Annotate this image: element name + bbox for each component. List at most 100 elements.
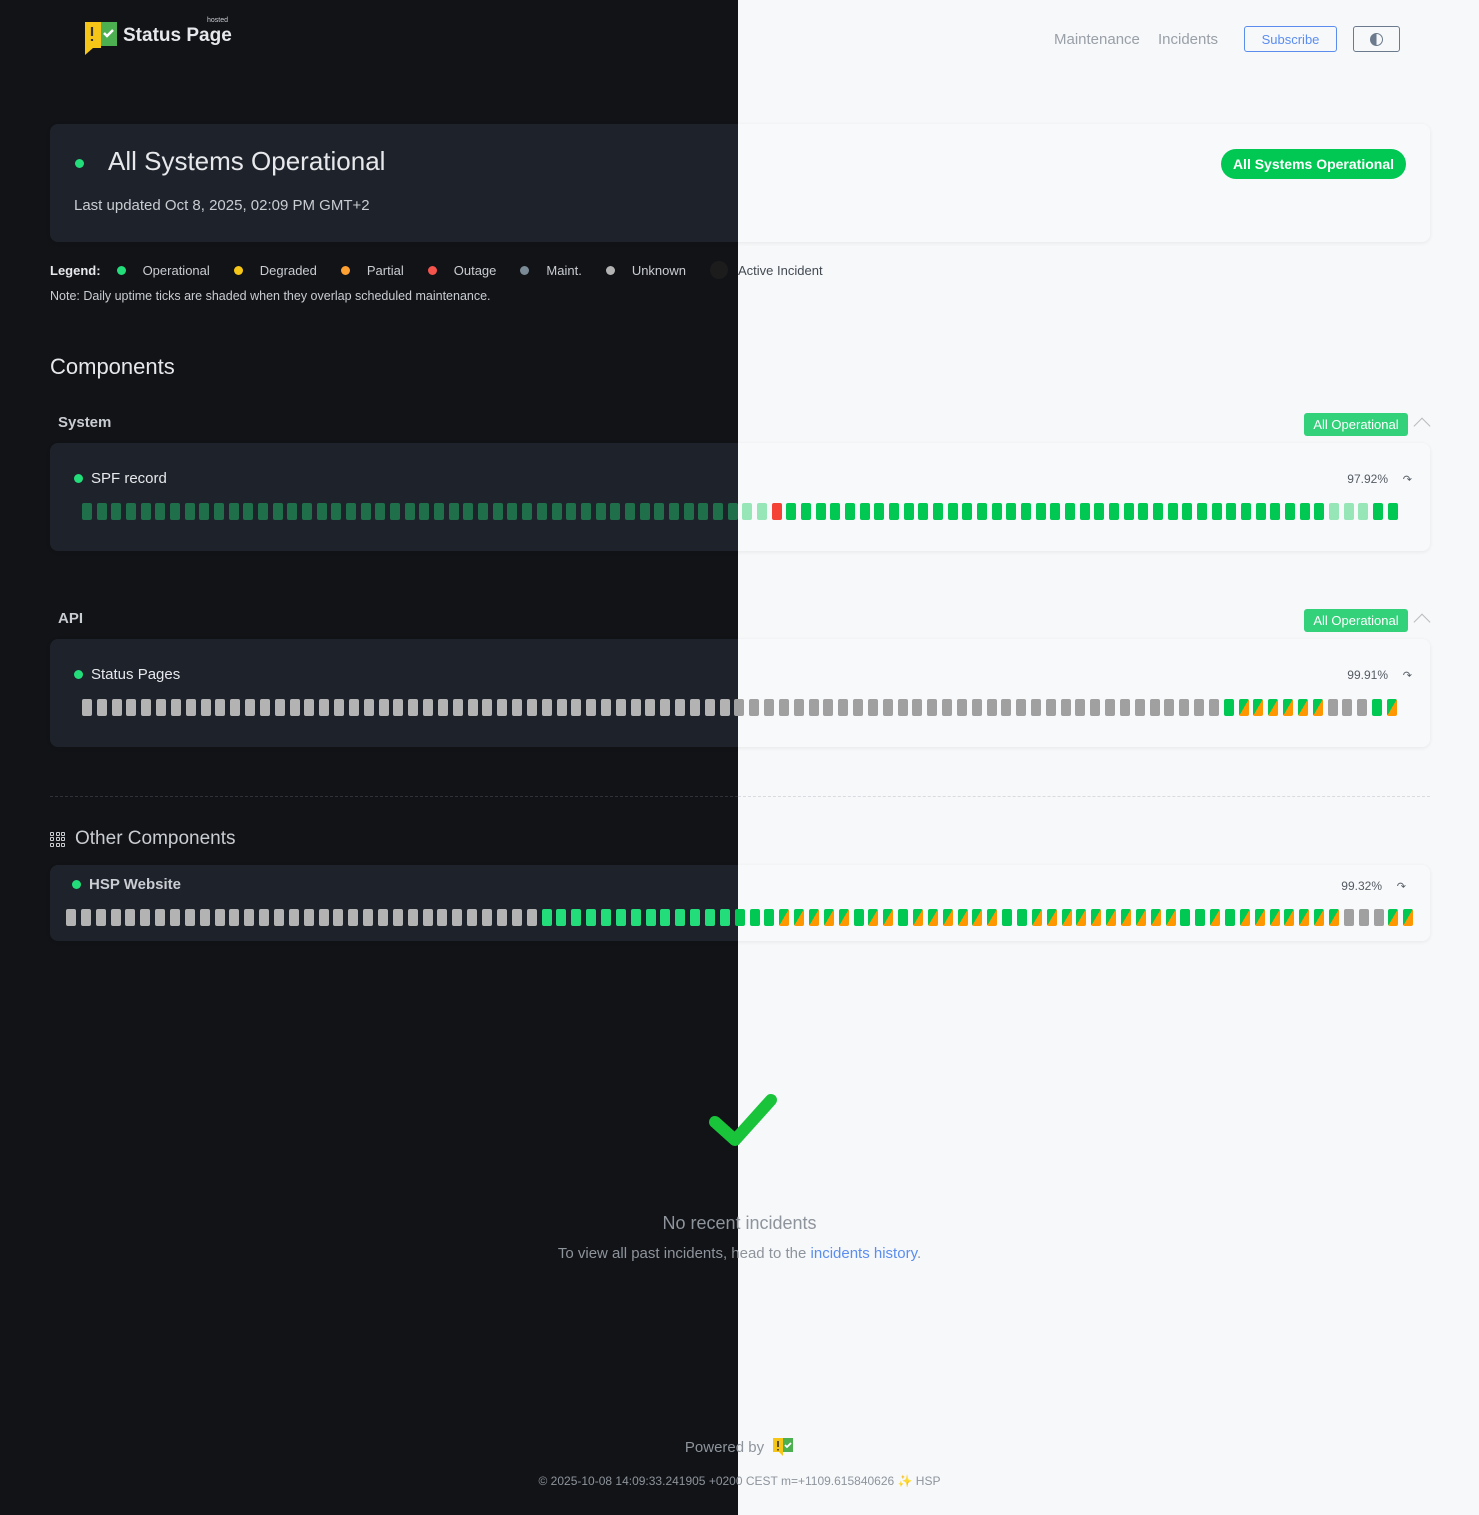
uptime-tick[interactable] bbox=[1121, 909, 1132, 926]
uptime-tick[interactable] bbox=[1225, 909, 1236, 926]
uptime-tick[interactable] bbox=[947, 503, 958, 520]
uptime-tick[interactable] bbox=[749, 699, 760, 716]
uptime-tick[interactable] bbox=[874, 503, 885, 520]
uptime-tick[interactable] bbox=[675, 909, 686, 926]
uptime-tick[interactable] bbox=[1372, 699, 1383, 716]
uptime-tick[interactable] bbox=[512, 699, 523, 716]
uptime-tick[interactable] bbox=[927, 909, 938, 926]
theme-toggle-button[interactable] bbox=[1353, 26, 1400, 52]
uptime-tick[interactable] bbox=[1373, 503, 1384, 520]
uptime-tick[interactable] bbox=[1241, 503, 1252, 520]
uptime-tick[interactable] bbox=[360, 503, 371, 520]
uptime-tick[interactable] bbox=[274, 909, 285, 926]
refresh-icon[interactable]: ↷ bbox=[1402, 474, 1412, 486]
uptime-tick[interactable] bbox=[303, 909, 314, 926]
uptime-tick[interactable] bbox=[482, 699, 493, 716]
uptime-tick[interactable] bbox=[942, 699, 953, 716]
uptime-tick[interactable] bbox=[566, 503, 577, 520]
uptime-tick[interactable] bbox=[1285, 503, 1296, 520]
uptime-tick[interactable] bbox=[507, 503, 518, 520]
uptime-tick[interactable] bbox=[1021, 503, 1031, 520]
uptime-tick[interactable] bbox=[764, 699, 775, 716]
uptime-tick[interactable] bbox=[316, 503, 327, 520]
uptime-tick[interactable] bbox=[1050, 503, 1061, 520]
uptime-tick[interactable] bbox=[1297, 699, 1308, 716]
uptime-tick[interactable] bbox=[1343, 503, 1354, 520]
uptime-tick[interactable] bbox=[551, 503, 562, 520]
uptime-tick[interactable] bbox=[779, 909, 790, 926]
uptime-tick[interactable] bbox=[526, 699, 537, 716]
uptime-tick[interactable] bbox=[942, 909, 953, 926]
uptime-tick[interactable] bbox=[272, 503, 283, 520]
uptime-tick[interactable] bbox=[610, 503, 621, 520]
uptime-tick[interactable] bbox=[1327, 699, 1338, 716]
uptime-tick[interactable] bbox=[245, 699, 256, 716]
uptime-tick[interactable] bbox=[734, 699, 745, 716]
uptime-tick[interactable] bbox=[719, 909, 730, 926]
uptime-tick[interactable] bbox=[972, 909, 983, 926]
uptime-tick[interactable] bbox=[1031, 909, 1042, 926]
uptime-tick[interactable] bbox=[437, 699, 448, 716]
uptime-tick[interactable] bbox=[378, 909, 389, 926]
uptime-tick[interactable] bbox=[348, 699, 359, 716]
uptime-tick[interactable] bbox=[823, 909, 834, 926]
uptime-tick[interactable] bbox=[1065, 503, 1076, 520]
uptime-tick[interactable] bbox=[522, 503, 533, 520]
uptime-tick[interactable] bbox=[712, 503, 723, 520]
uptime-tick[interactable] bbox=[214, 909, 225, 926]
uptime-tick[interactable] bbox=[511, 909, 522, 926]
uptime-tick[interactable] bbox=[1119, 699, 1130, 716]
uptime-tick[interactable] bbox=[348, 909, 359, 926]
uptime-tick[interactable] bbox=[897, 699, 908, 716]
uptime-tick[interactable] bbox=[808, 909, 819, 926]
uptime-tick[interactable] bbox=[492, 503, 503, 520]
uptime-tick[interactable] bbox=[932, 503, 943, 520]
uptime-tick[interactable] bbox=[111, 699, 122, 716]
uptime-tick[interactable] bbox=[96, 503, 107, 520]
uptime-tick[interactable] bbox=[1223, 699, 1234, 716]
uptime-tick[interactable] bbox=[815, 503, 826, 520]
uptime-tick[interactable] bbox=[654, 503, 665, 520]
uptime-tick[interactable] bbox=[853, 909, 864, 926]
uptime-tick[interactable] bbox=[1226, 503, 1237, 520]
uptime-tick[interactable] bbox=[1002, 909, 1013, 926]
uptime-tick[interactable] bbox=[155, 503, 166, 520]
nav-maintenance[interactable]: Maintenance bbox=[1054, 31, 1140, 48]
uptime-tick[interactable] bbox=[903, 503, 914, 520]
uptime-tick[interactable] bbox=[645, 699, 656, 716]
uptime-tick[interactable] bbox=[1031, 699, 1041, 716]
uptime-tick[interactable] bbox=[1268, 699, 1279, 716]
uptime-tick[interactable] bbox=[918, 503, 929, 520]
uptime-tick[interactable] bbox=[1343, 909, 1354, 926]
uptime-tick[interactable] bbox=[556, 699, 567, 716]
uptime-tick[interactable] bbox=[463, 503, 474, 520]
uptime-tick[interactable] bbox=[215, 699, 226, 716]
uptime-tick[interactable] bbox=[786, 503, 797, 520]
uptime-tick[interactable] bbox=[1329, 909, 1340, 926]
uptime-tick[interactable] bbox=[1357, 699, 1368, 716]
uptime-tick[interactable] bbox=[1135, 909, 1146, 926]
uptime-tick[interactable] bbox=[96, 699, 107, 716]
uptime-tick[interactable] bbox=[1182, 503, 1193, 520]
uptime-tick[interactable] bbox=[912, 909, 923, 926]
uptime-tick[interactable] bbox=[1134, 699, 1145, 716]
uptime-tick[interactable] bbox=[496, 909, 507, 926]
uptime-tick[interactable] bbox=[698, 503, 709, 520]
uptime-tick[interactable] bbox=[962, 503, 973, 520]
uptime-tick[interactable] bbox=[808, 699, 819, 716]
uptime-tick[interactable] bbox=[1270, 503, 1281, 520]
uptime-tick[interactable] bbox=[571, 699, 582, 716]
uptime-tick[interactable] bbox=[1075, 699, 1086, 716]
uptime-tick[interactable] bbox=[823, 699, 834, 716]
uptime-tick[interactable] bbox=[868, 909, 879, 926]
uptime-tick[interactable] bbox=[334, 699, 345, 716]
uptime-tick[interactable] bbox=[853, 699, 864, 716]
uptime-tick[interactable] bbox=[185, 699, 196, 716]
uptime-tick[interactable] bbox=[331, 503, 342, 520]
uptime-tick[interactable] bbox=[287, 503, 298, 520]
uptime-tick[interactable] bbox=[1312, 699, 1323, 716]
uptime-tick[interactable] bbox=[1150, 909, 1161, 926]
uptime-tick[interactable] bbox=[844, 503, 855, 520]
uptime-tick[interactable] bbox=[140, 503, 151, 520]
uptime-tick[interactable] bbox=[571, 909, 582, 926]
